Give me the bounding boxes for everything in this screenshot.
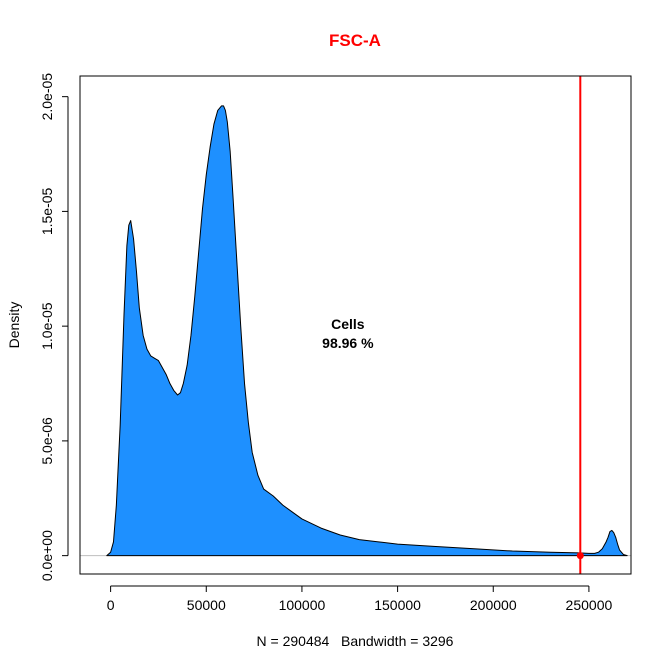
density-area-0 — [106, 105, 628, 557]
x-tick-label: 50000 — [187, 597, 226, 613]
y-tick-label: 1.5e-05 — [39, 187, 55, 235]
x-tick-label: 0 — [107, 597, 115, 613]
x-tick-label: 200000 — [470, 597, 517, 613]
y-tick-label: 0.0e+00 — [39, 530, 55, 581]
y-tick-label: 5.0e-06 — [39, 417, 55, 465]
y-axis: 0.0e+00 5.0e-06 1.0e-05 1.5e-05 2.0e-05 — [39, 73, 69, 581]
annotations: Cells 98.96 % — [322, 316, 374, 351]
x-tick-label: 250000 — [566, 597, 613, 613]
gate-name-label: Cells — [331, 316, 365, 332]
plot-frame — [79, 75, 632, 575]
plot-area — [80, 76, 631, 574]
x-tick-label: 100000 — [279, 597, 326, 613]
x-tick-label: 150000 — [374, 597, 421, 613]
y-tick-label: 2.0e-05 — [39, 73, 55, 121]
y-tick-label: 1.0e-05 — [39, 302, 55, 350]
threshold-marker — [576, 552, 584, 560]
gate-percent-label: 98.96 % — [322, 335, 374, 351]
x-axis-label: N = 290484 Bandwidth = 3296 — [257, 633, 454, 649]
chart-title: FSC-A — [329, 31, 381, 50]
x-axis: 0 50000 100000 150000 200000 250000 — [107, 585, 613, 613]
y-axis-label: Density — [6, 302, 22, 349]
